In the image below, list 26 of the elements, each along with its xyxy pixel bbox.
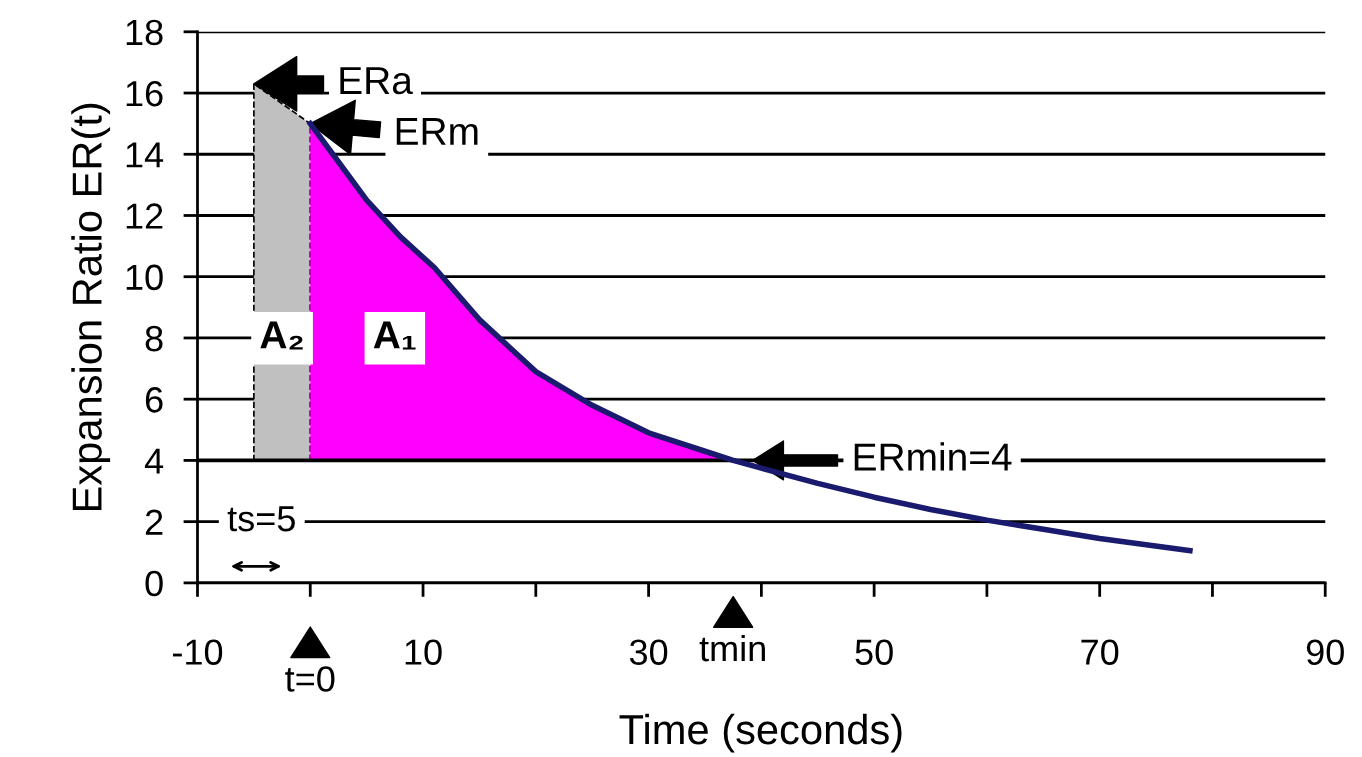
x-axis-title: Time (seconds): [619, 713, 902, 753]
annotation: ERm: [396, 118, 478, 145]
annotation: A₂: [260, 321, 303, 350]
y-tick-label: 16: [126, 80, 163, 107]
y-tick-label: 10: [126, 264, 163, 291]
x-tick-label: -10: [173, 639, 223, 665]
annotation: A₁: [373, 321, 416, 350]
y-axis-title: Expansion Ratio ER(t): [71, 103, 111, 511]
annotation: ERa: [340, 67, 413, 95]
y-tick-label: 4: [144, 448, 164, 474]
x-tick-label: 90: [1306, 639, 1344, 665]
y-tick-label: 6: [145, 387, 163, 413]
x-tick-label: 70: [1081, 639, 1119, 665]
y-tick-label: 0: [145, 570, 163, 597]
y-tick-label: 14: [126, 142, 164, 168]
y-tick-label: 12: [126, 203, 163, 229]
annotation: ts=5: [227, 506, 295, 532]
y-tick-label: 8: [145, 325, 163, 352]
y-tick-label: 2: [145, 509, 163, 535]
x-tick-label: 50: [855, 639, 893, 665]
text: tmin: [699, 634, 765, 662]
ref-line-label: ERmin=4: [854, 442, 1012, 471]
y-tick-label: 18: [126, 19, 163, 46]
text: t=0: [285, 666, 335, 692]
x-tick-label: 10: [405, 639, 442, 665]
x-tick-label: 30: [629, 639, 668, 665]
